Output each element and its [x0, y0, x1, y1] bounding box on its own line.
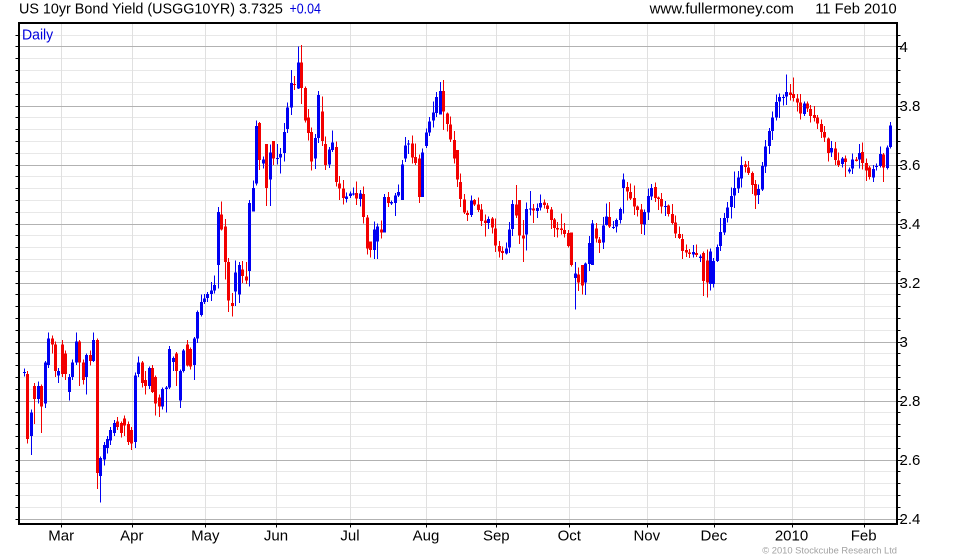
svg-text:Jun: Jun — [264, 528, 288, 545]
svg-text:2010: 2010 — [775, 528, 808, 545]
svg-text:3.6: 3.6 — [900, 157, 921, 174]
svg-text:www.fullermoney.com: www.fullermoney.com — [649, 2, 794, 18]
svg-text:Dec: Dec — [701, 528, 728, 545]
svg-text:3.8: 3.8 — [900, 98, 921, 115]
svg-text:© 2010 Stockcube Research Ltd: © 2010 Stockcube Research Ltd — [762, 545, 897, 556]
svg-text:Mar: Mar — [48, 528, 74, 545]
svg-text:Sep: Sep — [483, 528, 510, 545]
svg-text:May: May — [191, 528, 220, 545]
svg-text:Nov: Nov — [633, 528, 660, 545]
svg-text:Apr: Apr — [120, 528, 143, 545]
svg-text:4: 4 — [900, 39, 908, 56]
svg-text:Aug: Aug — [413, 528, 440, 545]
svg-text:Feb: Feb — [851, 528, 877, 545]
svg-text:3: 3 — [900, 334, 908, 351]
svg-text:+0.04: +0.04 — [290, 2, 321, 18]
svg-text:3.2: 3.2 — [900, 275, 921, 292]
svg-text:Daily: Daily — [22, 28, 54, 44]
svg-text:2.6: 2.6 — [900, 452, 921, 469]
svg-text:11 Feb 2010: 11 Feb 2010 — [815, 2, 896, 18]
svg-text:2.8: 2.8 — [900, 393, 921, 410]
svg-text:Jul: Jul — [340, 528, 359, 545]
svg-text:3.4: 3.4 — [900, 216, 921, 233]
svg-text:Oct: Oct — [558, 528, 582, 545]
svg-text:US 10yr Bond Yield (USGG10YR): US 10yr Bond Yield (USGG10YR) 3.7325 — [19, 2, 283, 18]
svg-text:2.4: 2.4 — [900, 511, 921, 528]
